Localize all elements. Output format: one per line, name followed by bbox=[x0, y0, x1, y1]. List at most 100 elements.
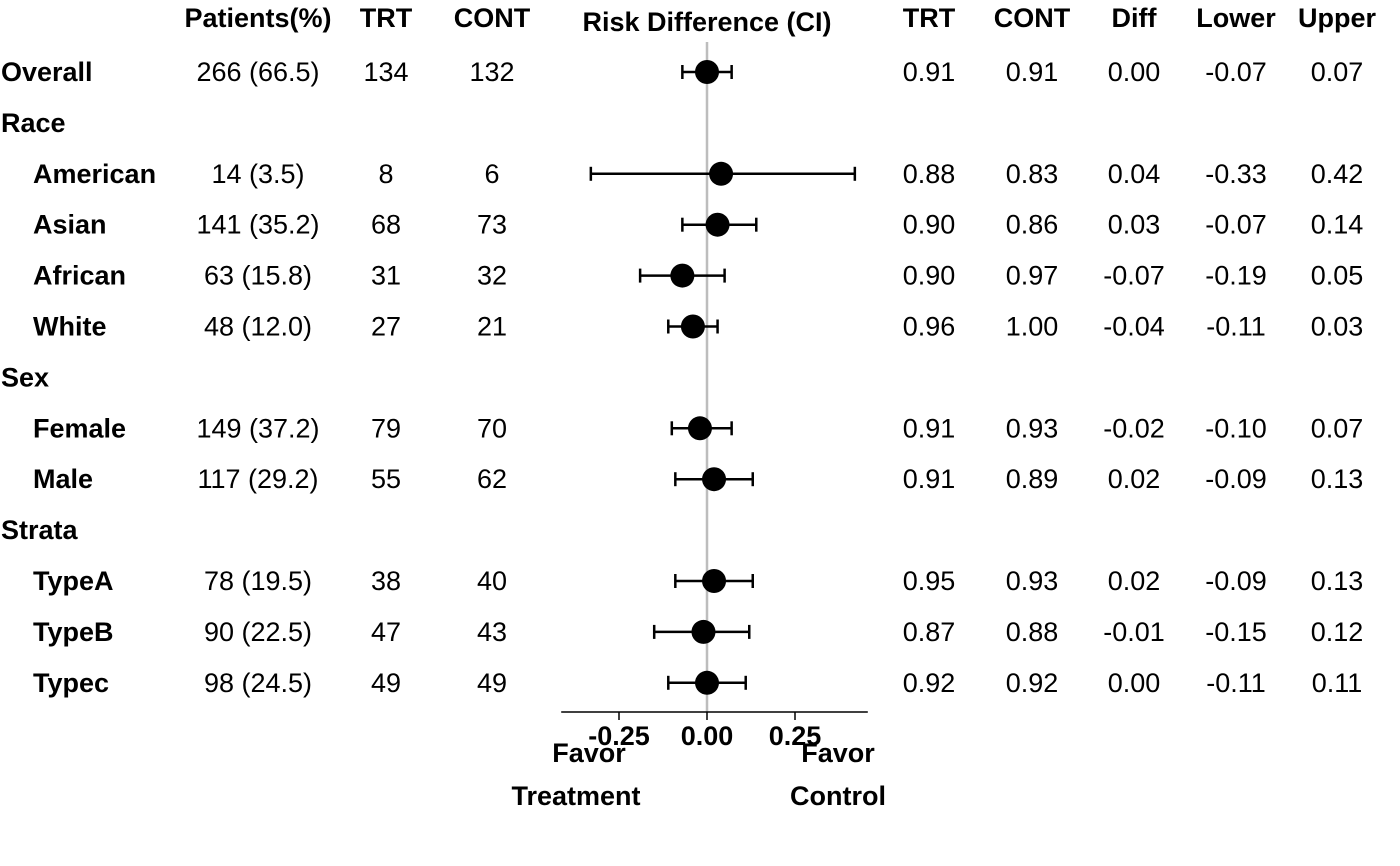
table-cell: 0.13 bbox=[1311, 464, 1364, 494]
table-cell: 49 bbox=[477, 668, 507, 698]
table-cell: 0.93 bbox=[1006, 566, 1059, 596]
table-cell: 63 (15.8) bbox=[204, 261, 312, 291]
table-cell: 78 (19.5) bbox=[204, 566, 312, 596]
table-cell: -0.09 bbox=[1205, 566, 1267, 596]
point-estimate bbox=[709, 161, 734, 186]
x-tick-label: 0.25 bbox=[769, 721, 822, 751]
point-estimate bbox=[702, 467, 727, 492]
column-header: CONT bbox=[454, 3, 531, 33]
table-cell: 43 bbox=[477, 617, 507, 647]
table-cell: 0.03 bbox=[1108, 210, 1161, 240]
table-cell: -0.10 bbox=[1205, 413, 1267, 443]
column-header: Lower bbox=[1196, 3, 1276, 33]
table-cell: 0.02 bbox=[1108, 464, 1161, 494]
table-cell: 47 bbox=[371, 617, 401, 647]
table-cell: 0.00 bbox=[1108, 57, 1161, 87]
table-cell: 0.86 bbox=[1006, 210, 1059, 240]
table-cell: 27 bbox=[371, 312, 401, 342]
point-estimate bbox=[705, 212, 730, 237]
table-cell: 0.42 bbox=[1311, 159, 1364, 189]
table-cell: -0.04 bbox=[1103, 312, 1165, 342]
table-cell: 0.90 bbox=[903, 261, 956, 291]
table-cell: 0.91 bbox=[1006, 57, 1059, 87]
table-cell: 117 (29.2) bbox=[197, 464, 318, 494]
favor-left-line2: Treatment bbox=[511, 781, 640, 811]
subgroup-label: African bbox=[33, 261, 126, 291]
table-cell: 55 bbox=[371, 464, 401, 494]
table-cell: 6 bbox=[484, 159, 499, 189]
table-cell: 0.12 bbox=[1311, 617, 1364, 647]
group-label: Overall bbox=[1, 57, 93, 87]
table-cell: 0.88 bbox=[1006, 617, 1059, 647]
table-cell: 1.00 bbox=[1006, 312, 1059, 342]
table-cell: 0.00 bbox=[1108, 668, 1161, 698]
subgroup-label: Female bbox=[33, 413, 126, 443]
point-estimate bbox=[691, 619, 716, 644]
subgroup-label: Typec bbox=[33, 668, 109, 698]
table-cell: -0.01 bbox=[1103, 617, 1165, 647]
group-label: Sex bbox=[1, 362, 49, 392]
table-cell: -0.33 bbox=[1205, 159, 1267, 189]
table-cell: 0.93 bbox=[1006, 413, 1059, 443]
subgroup-label: American bbox=[33, 159, 156, 189]
table-cell: 0.89 bbox=[1006, 464, 1059, 494]
table-cell: 0.91 bbox=[903, 464, 956, 494]
table-cell: 38 bbox=[371, 566, 401, 596]
table-cell: 49 bbox=[371, 668, 401, 698]
table-cell: 0.92 bbox=[1006, 668, 1059, 698]
table-cell: 32 bbox=[477, 261, 507, 291]
point-estimate bbox=[680, 314, 705, 339]
point-estimate bbox=[702, 569, 727, 593]
column-header: Upper bbox=[1298, 3, 1377, 33]
table-cell: 62 bbox=[477, 464, 507, 494]
table-cell: 70 bbox=[477, 413, 507, 443]
table-cell: -0.11 bbox=[1206, 668, 1266, 698]
column-header: CONT bbox=[994, 3, 1071, 33]
point-estimate bbox=[670, 263, 695, 288]
column-header: Patients(%) bbox=[184, 3, 331, 33]
subgroup-label: TypeB bbox=[33, 617, 114, 647]
table-cell: 0.96 bbox=[903, 312, 956, 342]
table-cell: -0.15 bbox=[1205, 617, 1267, 647]
column-header: TRT bbox=[903, 3, 956, 33]
table-cell: 8 bbox=[378, 159, 393, 189]
subgroup-label: TypeA bbox=[33, 566, 114, 596]
table-cell: 0.92 bbox=[903, 668, 956, 698]
table-cell: 134 bbox=[363, 57, 408, 87]
subgroup-label: Male bbox=[33, 464, 93, 494]
x-tick-label: -0.25 bbox=[588, 721, 650, 751]
table-cell: -0.19 bbox=[1205, 261, 1267, 291]
table-cell: 98 (24.5) bbox=[204, 668, 312, 698]
table-cell: 14 (3.5) bbox=[211, 159, 304, 189]
table-cell: 0.05 bbox=[1311, 261, 1364, 291]
table-cell: 21 bbox=[477, 312, 507, 342]
point-estimate bbox=[687, 416, 712, 441]
table-cell: 132 bbox=[469, 57, 514, 87]
table-cell: 79 bbox=[371, 413, 401, 443]
table-cell: 48 (12.0) bbox=[204, 312, 312, 342]
table-cell: 0.07 bbox=[1311, 57, 1364, 87]
table-cell: 0.13 bbox=[1311, 566, 1364, 596]
table-cell: 0.14 bbox=[1311, 210, 1364, 240]
table-cell: -0.09 bbox=[1205, 464, 1267, 494]
column-header: TRT bbox=[360, 3, 413, 33]
table-cell: -0.07 bbox=[1205, 210, 1267, 240]
table-cell: 0.88 bbox=[903, 159, 956, 189]
table-cell: 0.07 bbox=[1311, 413, 1364, 443]
table-cell: 68 bbox=[371, 210, 401, 240]
group-label: Strata bbox=[1, 515, 79, 545]
table-cell: 0.03 bbox=[1311, 312, 1364, 342]
table-cell: 0.91 bbox=[903, 57, 956, 87]
table-cell: 0.97 bbox=[1006, 261, 1059, 291]
table-cell: 0.04 bbox=[1108, 159, 1161, 189]
table-cell: 73 bbox=[477, 210, 507, 240]
point-estimate bbox=[695, 60, 719, 84]
column-header: Diff bbox=[1112, 3, 1158, 33]
favor-right-line1: Favor bbox=[801, 738, 875, 768]
table-cell: 0.95 bbox=[903, 566, 956, 596]
table-cell: 90 (22.5) bbox=[204, 617, 312, 647]
table-cell: -0.07 bbox=[1205, 57, 1267, 87]
group-label: Race bbox=[1, 108, 66, 138]
table-cell: -0.11 bbox=[1206, 312, 1266, 342]
